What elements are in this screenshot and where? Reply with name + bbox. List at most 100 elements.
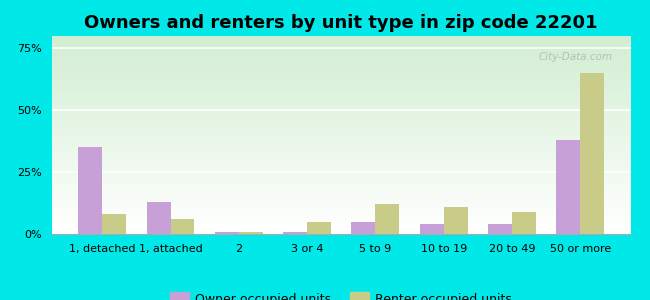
Bar <box>52 95 630 96</box>
Bar <box>52 123 630 124</box>
Bar <box>52 59 630 60</box>
Bar <box>52 38 630 39</box>
Bar <box>52 56 630 57</box>
Bar <box>52 187 630 188</box>
Bar <box>52 120 630 121</box>
Bar <box>52 50 630 51</box>
Bar <box>239 232 263 234</box>
Bar <box>420 224 444 234</box>
Bar <box>52 72 630 73</box>
Bar <box>52 45 630 46</box>
Bar <box>52 197 630 198</box>
Bar <box>512 212 536 234</box>
Bar <box>52 171 630 172</box>
Bar <box>52 222 630 223</box>
Bar <box>52 111 630 112</box>
Bar <box>52 60 630 61</box>
Bar <box>52 106 630 107</box>
Bar <box>52 94 630 95</box>
Bar <box>78 147 102 234</box>
Bar <box>52 154 630 155</box>
Bar <box>52 150 630 151</box>
Bar <box>52 185 630 187</box>
Bar <box>52 62 630 63</box>
Bar <box>52 207 630 208</box>
Bar <box>52 105 630 106</box>
Bar <box>52 178 630 179</box>
Bar <box>215 232 239 234</box>
Bar <box>52 174 630 175</box>
Bar <box>52 78 630 79</box>
Bar <box>307 222 331 234</box>
Bar <box>52 55 630 56</box>
Bar <box>52 218 630 219</box>
Bar <box>52 132 630 133</box>
Bar <box>52 195 630 196</box>
Bar <box>52 198 630 200</box>
Bar <box>52 169 630 170</box>
Bar <box>52 93 630 94</box>
Bar <box>52 107 630 108</box>
Bar <box>52 201 630 202</box>
Bar <box>52 172 630 174</box>
Bar <box>52 96 630 98</box>
Bar <box>52 164 630 165</box>
Bar <box>52 118 630 119</box>
Bar <box>52 103 630 104</box>
Bar <box>52 73 630 74</box>
Bar <box>52 231 630 232</box>
Bar <box>52 156 630 157</box>
Bar <box>52 114 630 115</box>
Bar <box>52 40 630 41</box>
Bar <box>52 149 630 150</box>
Bar <box>52 115 630 116</box>
Bar <box>52 144 630 145</box>
Bar <box>52 64 630 65</box>
Bar <box>52 112 630 113</box>
Bar <box>52 204 630 205</box>
Bar <box>52 190 630 191</box>
Bar <box>52 139 630 140</box>
Bar <box>52 227 630 228</box>
Bar <box>52 134 630 135</box>
Bar <box>52 192 630 194</box>
Bar <box>52 163 630 164</box>
Bar <box>52 214 630 215</box>
Bar <box>52 147 630 148</box>
Bar <box>52 58 630 59</box>
Bar <box>52 79 630 80</box>
Bar <box>52 167 630 168</box>
Title: Owners and renters by unit type in zip code 22201: Owners and renters by unit type in zip c… <box>84 14 598 32</box>
Bar <box>52 136 630 137</box>
Bar <box>52 100 630 101</box>
Bar <box>52 229 630 230</box>
Bar <box>52 215 630 216</box>
Legend: Owner occupied units, Renter occupied units: Owner occupied units, Renter occupied un… <box>165 287 517 300</box>
Bar <box>52 217 630 218</box>
Bar <box>52 206 630 207</box>
Bar <box>52 92 630 93</box>
Bar <box>52 76 630 78</box>
Bar <box>52 85 630 86</box>
Bar <box>52 82 630 83</box>
Bar <box>52 67 630 68</box>
Bar <box>52 160 630 161</box>
Bar <box>52 51 630 52</box>
Bar <box>52 143 630 144</box>
Bar <box>52 200 630 201</box>
Bar <box>52 102 630 103</box>
Bar <box>52 130 630 131</box>
Bar <box>52 224 630 225</box>
Text: City-Data.com: City-Data.com <box>539 52 613 62</box>
Bar <box>52 37 630 38</box>
Bar <box>52 43 630 44</box>
Bar <box>52 36 630 37</box>
Bar <box>52 188 630 190</box>
Bar <box>52 68 630 69</box>
Bar <box>52 85 630 86</box>
Bar <box>52 232 630 233</box>
Bar <box>52 101 630 102</box>
Bar <box>52 88 630 89</box>
Bar <box>52 202 630 203</box>
Bar <box>52 168 630 169</box>
